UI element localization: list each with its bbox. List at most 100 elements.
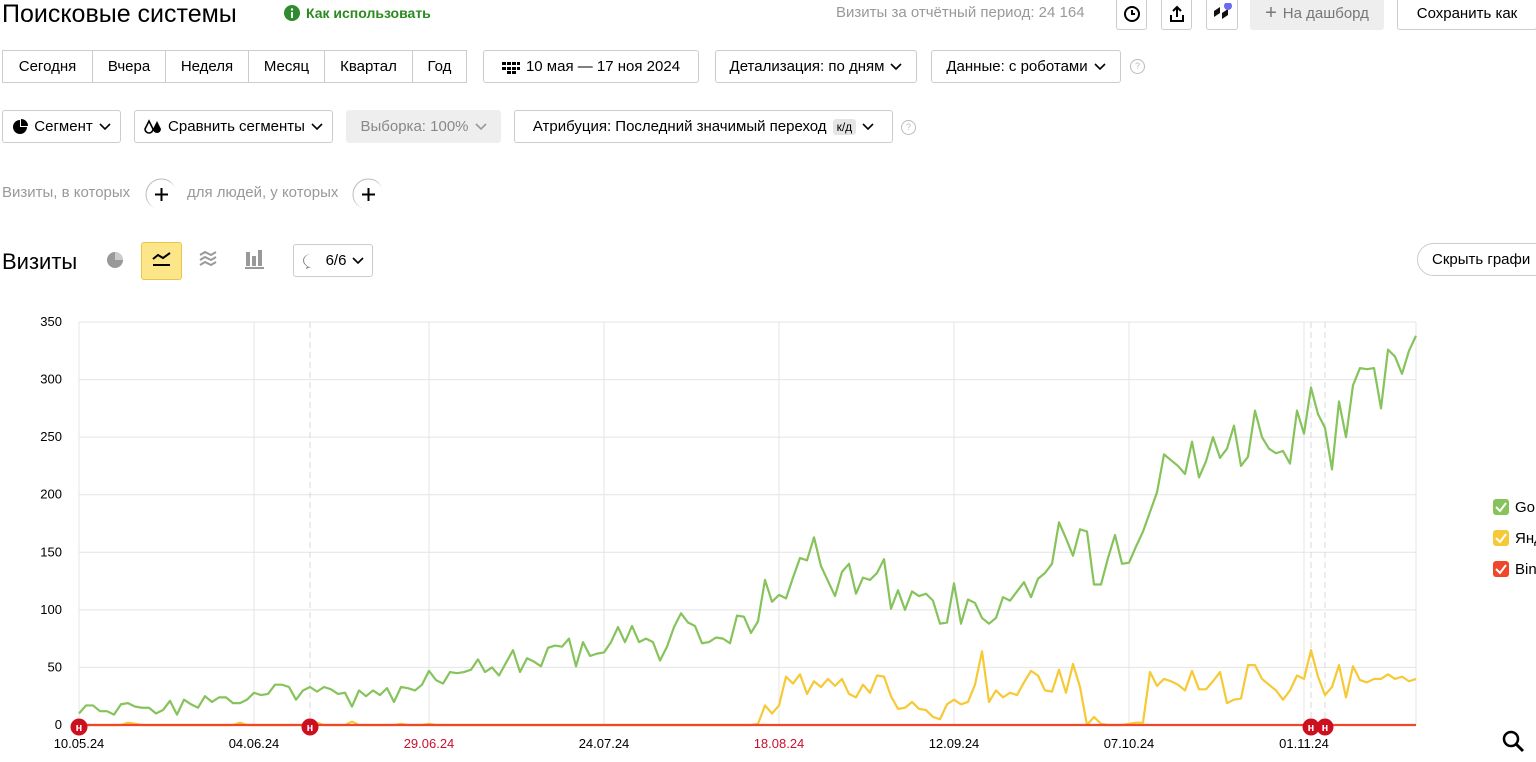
annotation-label: н bbox=[307, 722, 314, 734]
line-icon bbox=[152, 252, 171, 266]
annotation-marker bbox=[70, 718, 88, 736]
attribution-button[interactable]: Атрибуция: Последний значимый переход к/д bbox=[514, 110, 893, 143]
search-icon[interactable] bbox=[1502, 730, 1526, 754]
chevron bbox=[352, 256, 364, 264]
x-tick-label: 29.06.24 bbox=[404, 736, 455, 751]
plus-sign: + bbox=[1265, 2, 1277, 24]
legend-checkbox bbox=[1493, 530, 1509, 546]
page-title: Поисковые системы bbox=[2, 0, 237, 28]
share-icon bbox=[1169, 5, 1184, 22]
legend-item[interactable]: Янд bbox=[1493, 530, 1536, 547]
area-chart-toggle[interactable] bbox=[199, 251, 217, 269]
annotation-label: н bbox=[1308, 722, 1315, 734]
y-tick-label: 250 bbox=[40, 429, 62, 444]
add-visit-filter[interactable] bbox=[145, 178, 176, 209]
data-filter-button[interactable]: Данные: с роботами bbox=[931, 50, 1121, 83]
y-tick-label: 350 bbox=[40, 314, 62, 329]
x-tick-label: 10.05.24 bbox=[54, 736, 105, 751]
legend-check bbox=[1495, 564, 1507, 575]
x-tick-label: 12.09.24 bbox=[929, 736, 980, 751]
bar-chart-toggle[interactable] bbox=[245, 250, 265, 270]
y-tick-label: 50 bbox=[48, 659, 62, 674]
data-filter-label: Данные: с роботами bbox=[946, 58, 1088, 75]
compare-label: Сравнить сегменты bbox=[168, 118, 305, 135]
x-tick-label: 18.08.24 bbox=[754, 736, 805, 751]
legend-label: Янд bbox=[1515, 530, 1536, 547]
clock-icon bbox=[1123, 5, 1140, 22]
period-button[interactable]: Квартал bbox=[324, 50, 413, 83]
annotation-marker bbox=[1316, 718, 1334, 736]
legend-checkbox bbox=[1493, 499, 1509, 515]
info-icon bbox=[284, 5, 300, 21]
legend-checkbox bbox=[1493, 561, 1509, 577]
annotation-label: н bbox=[1322, 722, 1329, 734]
chevron bbox=[862, 122, 874, 130]
legend-check bbox=[1495, 502, 1507, 513]
dashboard-button[interactable]: + На дашборд bbox=[1250, 0, 1384, 30]
annotation-label: н bbox=[76, 722, 83, 734]
attribution-label: Атрибуция: Последний значимый переход bbox=[532, 118, 827, 135]
chevron bbox=[474, 122, 487, 130]
compare-button[interactable]: Сравнить сегменты bbox=[134, 110, 333, 143]
pie-icon bbox=[13, 118, 29, 134]
pie-chart-toggle[interactable] bbox=[106, 251, 124, 269]
period-button[interactable]: Год bbox=[412, 50, 467, 83]
dashboard-label: На дашборд bbox=[1282, 5, 1369, 22]
visits-filter-label: Визиты, в которых bbox=[2, 184, 131, 201]
period-button[interactable]: Неделя bbox=[165, 50, 249, 83]
sample-label: Выборка: 100% bbox=[360, 118, 469, 135]
x-tick-label: 01.11.24 bbox=[1279, 736, 1329, 751]
legend-item[interactable]: Bin bbox=[1493, 561, 1536, 578]
help-icon[interactable]: ? bbox=[901, 120, 916, 135]
y-tick-label: 100 bbox=[40, 602, 62, 617]
y-tick-label: 0 bbox=[55, 717, 62, 732]
segment-label: Сегмент bbox=[34, 118, 93, 135]
attribution-badge: к/д bbox=[832, 118, 857, 135]
chevron bbox=[1094, 62, 1106, 70]
help-link[interactable]: Как использовать bbox=[306, 5, 431, 21]
date-range: 10 мая — 17 ноя 2024 bbox=[525, 58, 681, 75]
date-range-button[interactable]: 10 мая — 17 ноя 2024 bbox=[483, 50, 699, 83]
series-line bbox=[78, 335, 1417, 716]
sample-button[interactable]: Выборка: 100% bbox=[346, 110, 501, 143]
annotation-marker bbox=[301, 718, 319, 736]
chevron bbox=[311, 122, 323, 130]
detail-button[interactable]: Детализация: по дням bbox=[715, 50, 917, 83]
legend-item[interactable]: Go bbox=[1493, 499, 1535, 516]
annotations-count: 6/6 bbox=[325, 252, 347, 269]
help-icon[interactable]: ? bbox=[1130, 59, 1145, 74]
drops-icon bbox=[144, 118, 162, 134]
y-tick-label: 150 bbox=[40, 544, 62, 559]
y-tick-label: 200 bbox=[40, 487, 62, 502]
hide-chart-button[interactable]: Скрыть графи bbox=[1417, 243, 1536, 276]
x-tick-label: 24.07.24 bbox=[579, 736, 630, 751]
visits-summary: Визиты за отчётный период: 24 164 bbox=[836, 4, 1085, 21]
y-tick-label: 300 bbox=[40, 372, 62, 387]
period-button[interactable]: Месяц bbox=[248, 50, 325, 83]
line-chart-toggle[interactable] bbox=[141, 242, 182, 280]
annotation-marker bbox=[1302, 718, 1320, 736]
share-button[interactable] bbox=[1161, 0, 1192, 30]
calendar-icon bbox=[501, 61, 520, 74]
period-button[interactable]: Сегодня bbox=[2, 50, 93, 83]
x-tick-label: 07.10.24 bbox=[1104, 736, 1155, 751]
segment-button[interactable]: Сегмент bbox=[2, 110, 121, 143]
add-people-filter[interactable] bbox=[352, 178, 383, 209]
x-tick-label: 04.06.24 bbox=[229, 736, 280, 751]
assistant-icon bbox=[1214, 2, 1232, 19]
save-button[interactable]: Сохранить как bbox=[1397, 0, 1536, 30]
legend-check bbox=[1495, 533, 1507, 544]
annotations-button[interactable]: 6/6 bbox=[293, 244, 373, 277]
series-line bbox=[79, 649, 1417, 727]
detail-label: Детализация: по дням bbox=[729, 58, 885, 75]
history-button[interactable] bbox=[1116, 0, 1147, 30]
section-title: Визиты bbox=[2, 249, 78, 274]
people-filter-label: для людей, у которых bbox=[187, 184, 339, 201]
chevron bbox=[890, 62, 903, 70]
legend-label: Bin bbox=[1515, 561, 1536, 578]
chevron bbox=[99, 122, 111, 130]
legend-label: Go bbox=[1515, 499, 1535, 516]
assistant-button[interactable] bbox=[1206, 0, 1238, 30]
